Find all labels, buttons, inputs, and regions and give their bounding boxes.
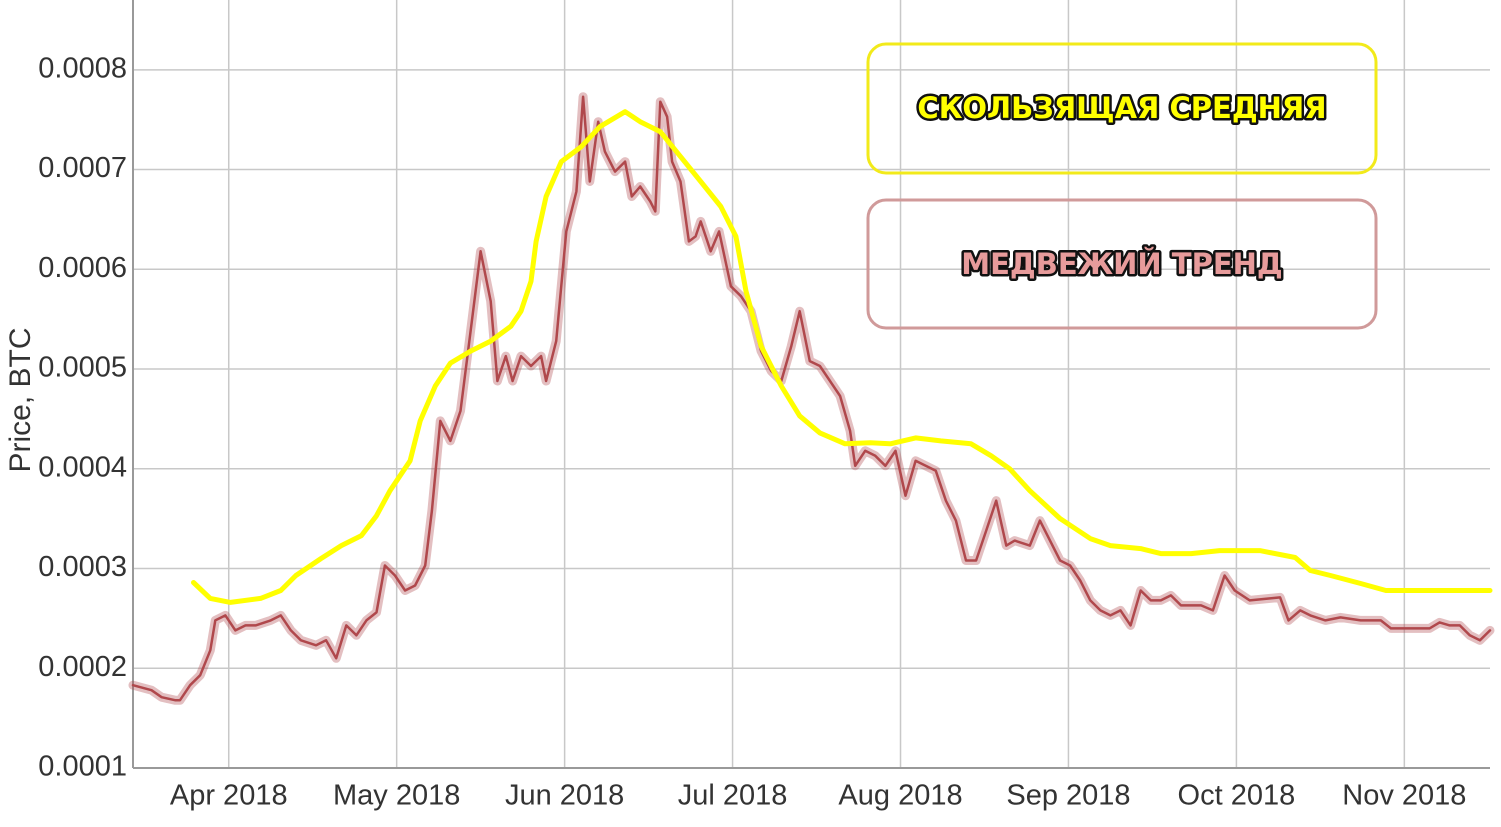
y-tick-label: 0.0002 <box>38 651 127 683</box>
grid <box>132 0 1490 769</box>
x-tick-label: Nov 2018 <box>1342 780 1466 812</box>
y-tick-label: 0.0001 <box>38 751 127 783</box>
annotation-box <box>866 42 1378 175</box>
price-band <box>128 92 1495 705</box>
x-tick-label: Oct 2018 <box>1178 780 1296 812</box>
annotation-box <box>866 198 1378 330</box>
y-axis-label: Price, BTC <box>4 327 37 472</box>
y-tick-label: 0.0003 <box>38 551 127 583</box>
x-tick-label: Sep 2018 <box>1006 780 1130 812</box>
y-tick-label: 0.0008 <box>38 52 127 84</box>
y-tick-label: 0.0006 <box>38 252 127 284</box>
x-tick-label: Jul 2018 <box>678 780 788 812</box>
y-tick-label: 0.0005 <box>38 352 127 384</box>
x-tick-label: Aug 2018 <box>838 780 962 812</box>
y-tick-label: 0.0004 <box>38 451 127 483</box>
moving-average-line <box>191 109 1493 605</box>
x-tick-label: May 2018 <box>333 780 460 812</box>
price-line <box>131 95 1492 702</box>
y-tick-label: 0.0007 <box>38 152 127 184</box>
x-tick-label: Apr 2018 <box>170 780 288 812</box>
x-tick-label: Jun 2018 <box>505 780 624 812</box>
annotation: СКОЛЬЗЯЩАЯ СРЕДНЯЯ <box>917 91 1326 125</box>
plot <box>128 92 1495 705</box>
annotation: МЕДВЕЖИЙ ТРЕНД <box>961 247 1283 281</box>
